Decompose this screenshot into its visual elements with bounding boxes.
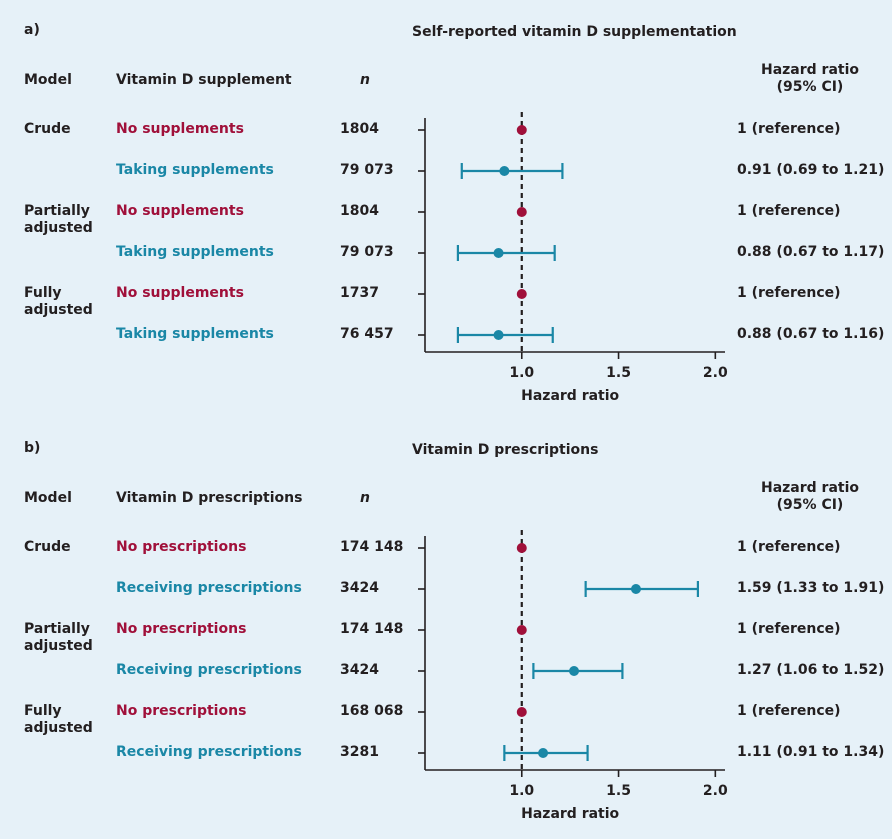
group-label: No prescriptions: [116, 539, 247, 555]
group-label: Taking supplements: [116, 244, 274, 260]
point-estimate: [493, 248, 504, 258]
group-label: Receiving prescriptions: [116, 662, 302, 678]
header-n: n: [360, 490, 370, 506]
model-label: Fully adjusted: [24, 703, 93, 737]
header-model: Model: [24, 72, 72, 88]
x-tick-label: 1.0: [509, 783, 534, 799]
point-estimate: [516, 289, 527, 299]
model-label: Crude: [24, 539, 71, 556]
group-label: No prescriptions: [116, 703, 247, 719]
group-label: Receiving prescriptions: [116, 744, 302, 760]
point-estimate: [630, 584, 641, 594]
n-value: 1804: [340, 203, 379, 219]
n-value: 76 457: [340, 326, 394, 342]
n-value: 3424: [340, 580, 379, 596]
n-value: 3424: [340, 662, 379, 678]
header-group: Vitamin D supplement: [116, 72, 292, 88]
hazard-ratio-text: 1 (reference): [737, 121, 841, 137]
model-label: Fully adjusted: [24, 285, 93, 319]
model-label: Partially adjusted: [24, 621, 93, 655]
header-model: Model: [24, 490, 72, 506]
header-hr-line2: (95% CI): [776, 497, 844, 513]
hazard-ratio-text: 0.88 (0.67 to 1.17): [737, 244, 885, 260]
point-estimate: [516, 707, 527, 717]
point-estimate: [569, 666, 580, 676]
n-value: 174 148: [340, 539, 404, 555]
hazard-ratio-text: 1.59 (1.33 to 1.91): [737, 580, 885, 596]
n-value: 174 148: [340, 621, 404, 637]
point-estimate: [516, 625, 527, 635]
hazard-ratio-text: 0.91 (0.69 to 1.21): [737, 162, 885, 178]
panel-title: Vitamin D prescriptions: [412, 442, 599, 458]
x-tick-label: 1.5: [606, 783, 631, 799]
hazard-ratio-text: 1.11 (0.91 to 1.34): [737, 744, 885, 760]
header-hr-line2: (95% CI): [776, 79, 844, 95]
x-tick-label: 2.0: [703, 365, 728, 381]
panel-label: b): [24, 440, 41, 456]
n-value: 168 068: [340, 703, 404, 719]
group-label: No supplements: [116, 121, 244, 137]
x-tick-label: 2.0: [703, 783, 728, 799]
model-label-line2: adjusted: [24, 302, 93, 318]
group-label: No prescriptions: [116, 621, 247, 637]
model-label-line1: Fully: [24, 285, 62, 301]
n-value: 1737: [340, 285, 379, 301]
hazard-ratio-text: 1.27 (1.06 to 1.52): [737, 662, 885, 678]
point-estimate: [538, 748, 549, 758]
header-hazard-ratio: Hazard ratio (95% CI): [750, 62, 870, 96]
model-label-line2: adjusted: [24, 720, 93, 736]
n-value: 1804: [340, 121, 379, 137]
point-estimate: [493, 330, 504, 340]
hazard-ratio-text: 1 (reference): [737, 285, 841, 301]
group-label: Taking supplements: [116, 162, 274, 178]
model-label-line1: Partially: [24, 203, 90, 219]
model-label: Crude: [24, 121, 71, 138]
hazard-ratio-text: 1 (reference): [737, 621, 841, 637]
point-estimate: [516, 207, 527, 217]
panel-title: Self-reported vitamin D supplementation: [412, 24, 737, 40]
n-value: 79 073: [340, 162, 394, 178]
hazard-ratio-text: 0.88 (0.67 to 1.16): [737, 326, 885, 342]
header-n: n: [360, 72, 370, 88]
hazard-ratio-text: 1 (reference): [737, 539, 841, 555]
group-label: No supplements: [116, 285, 244, 301]
group-label: Taking supplements: [116, 326, 274, 342]
model-label-line1: Fully: [24, 703, 62, 719]
hazard-ratio-text: 1 (reference): [737, 203, 841, 219]
header-hazard-ratio: Hazard ratio (95% CI): [750, 480, 870, 514]
point-estimate: [516, 543, 527, 553]
model-label-line2: adjusted: [24, 220, 93, 236]
group-label: No supplements: [116, 203, 244, 219]
n-value: 3281: [340, 744, 379, 760]
header-hr-line1: Hazard ratio: [760, 480, 860, 496]
x-axis-title: Hazard ratio: [521, 388, 619, 404]
x-axis-title: Hazard ratio: [521, 806, 619, 822]
x-tick-label: 1.5: [606, 365, 631, 381]
hazard-ratio-text: 1 (reference): [737, 703, 841, 719]
header-group: Vitamin D prescriptions: [116, 490, 303, 506]
panel-label: a): [24, 22, 40, 38]
model-label-line1: Crude: [24, 121, 71, 137]
model-label-line1: Partially: [24, 621, 90, 637]
x-tick-label: 1.0: [509, 365, 534, 381]
point-estimate: [516, 125, 527, 135]
n-value: 79 073: [340, 244, 394, 260]
model-label: Partially adjusted: [24, 203, 93, 237]
header-hr-line1: Hazard ratio: [760, 62, 860, 78]
group-label: Receiving prescriptions: [116, 580, 302, 596]
model-label-line1: Crude: [24, 539, 71, 555]
point-estimate: [499, 166, 510, 176]
model-label-line2: adjusted: [24, 638, 93, 654]
